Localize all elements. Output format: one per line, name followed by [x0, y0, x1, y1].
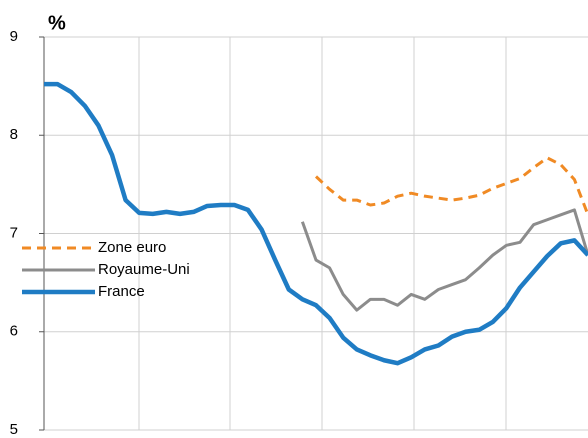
- y-tick-label: 5: [10, 421, 18, 438]
- y-tick-label: 9: [10, 28, 18, 45]
- series-line: [314, 156, 588, 216]
- y-tick-label: 7: [10, 224, 18, 241]
- series-line: [44, 81, 588, 366]
- y-tick-label: 6: [10, 323, 18, 340]
- legend-label: France: [98, 283, 145, 300]
- y-tick-label: 8: [10, 126, 18, 143]
- legend-label: Zone euro: [98, 239, 166, 256]
- legend-label: Royaume-Uni: [98, 261, 190, 278]
- y-axis-label: %: [48, 12, 66, 34]
- series-line: [300, 208, 588, 312]
